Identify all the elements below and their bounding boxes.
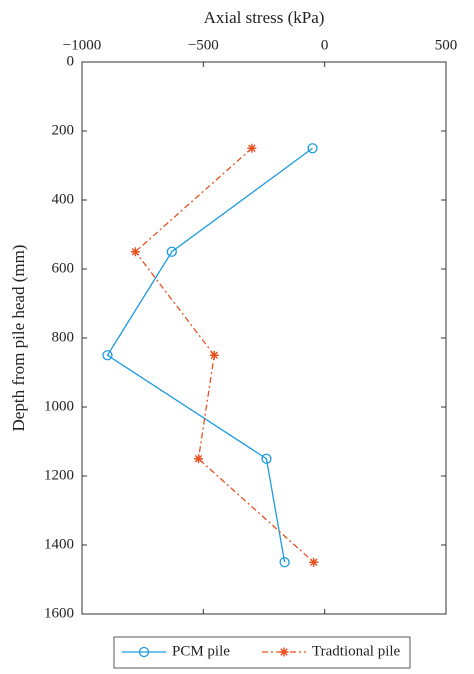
marker: [307, 143, 318, 154]
marker: [261, 453, 272, 464]
y-tick-label: 800: [52, 329, 75, 345]
marker: [247, 143, 257, 153]
x-tick-label: −1000: [63, 37, 101, 53]
marker: [130, 247, 140, 257]
y-tick-label: 400: [52, 191, 75, 207]
marker: [193, 454, 203, 464]
y-tick-label: 600: [52, 260, 75, 276]
y-tick-label: 1000: [44, 398, 74, 414]
x-tick-label: 500: [435, 37, 458, 53]
x-tick-label: 0: [321, 37, 329, 53]
legend-label: Tradtional pile: [312, 643, 401, 659]
marker: [209, 350, 219, 360]
y-tick-label: 0: [67, 53, 75, 69]
y-tick-label: 200: [52, 122, 75, 138]
y-tick-label: 1400: [44, 536, 74, 552]
x-tick-label: −500: [188, 37, 219, 53]
y-tick-label: 1200: [44, 467, 74, 483]
series-line: [134, 147, 315, 563]
marker: [279, 557, 290, 568]
legend-marker: [279, 647, 289, 657]
marker: [102, 350, 113, 361]
y-axis-title: Depth from pile head (mm): [9, 245, 28, 432]
series-line: [106, 147, 313, 563]
plot-frame: [81, 61, 447, 615]
x-axis-title: Axial stress (kPa): [204, 8, 325, 27]
legend-label: PCM pile: [172, 643, 230, 659]
legend-marker: [138, 646, 150, 658]
y-tick-label: 1600: [44, 605, 74, 621]
marker: [166, 246, 177, 257]
marker: [309, 557, 319, 567]
